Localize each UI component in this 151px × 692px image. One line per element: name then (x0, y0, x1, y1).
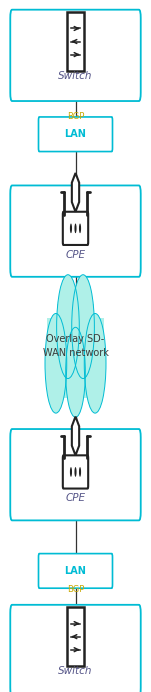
Text: Switch: Switch (58, 666, 93, 676)
Text: BGP: BGP (67, 585, 84, 594)
Circle shape (74, 224, 77, 233)
Polygon shape (72, 417, 79, 455)
FancyBboxPatch shape (39, 117, 112, 152)
Circle shape (72, 275, 94, 379)
FancyBboxPatch shape (57, 304, 94, 346)
FancyBboxPatch shape (10, 10, 141, 101)
Text: BGP: BGP (67, 111, 84, 121)
FancyBboxPatch shape (63, 212, 88, 245)
Text: CPE: CPE (66, 250, 85, 260)
Text: Overlay SD-
WAN network: Overlay SD- WAN network (43, 334, 108, 358)
FancyBboxPatch shape (67, 12, 84, 71)
Circle shape (70, 224, 72, 233)
Text: LAN: LAN (65, 566, 86, 576)
Circle shape (45, 313, 67, 413)
Circle shape (79, 224, 81, 233)
FancyBboxPatch shape (10, 605, 141, 692)
Circle shape (84, 313, 106, 413)
FancyBboxPatch shape (10, 429, 141, 520)
FancyBboxPatch shape (48, 336, 103, 398)
Text: CPE: CPE (66, 493, 85, 503)
Circle shape (57, 275, 79, 379)
Circle shape (79, 467, 81, 477)
FancyBboxPatch shape (39, 554, 112, 588)
Circle shape (70, 467, 72, 477)
FancyBboxPatch shape (10, 185, 141, 277)
Text: Switch: Switch (58, 71, 93, 81)
FancyBboxPatch shape (63, 455, 88, 489)
FancyBboxPatch shape (67, 607, 84, 666)
Circle shape (66, 327, 85, 417)
FancyBboxPatch shape (47, 318, 104, 360)
Text: LAN: LAN (65, 129, 86, 139)
Polygon shape (72, 173, 79, 212)
Circle shape (74, 467, 77, 477)
